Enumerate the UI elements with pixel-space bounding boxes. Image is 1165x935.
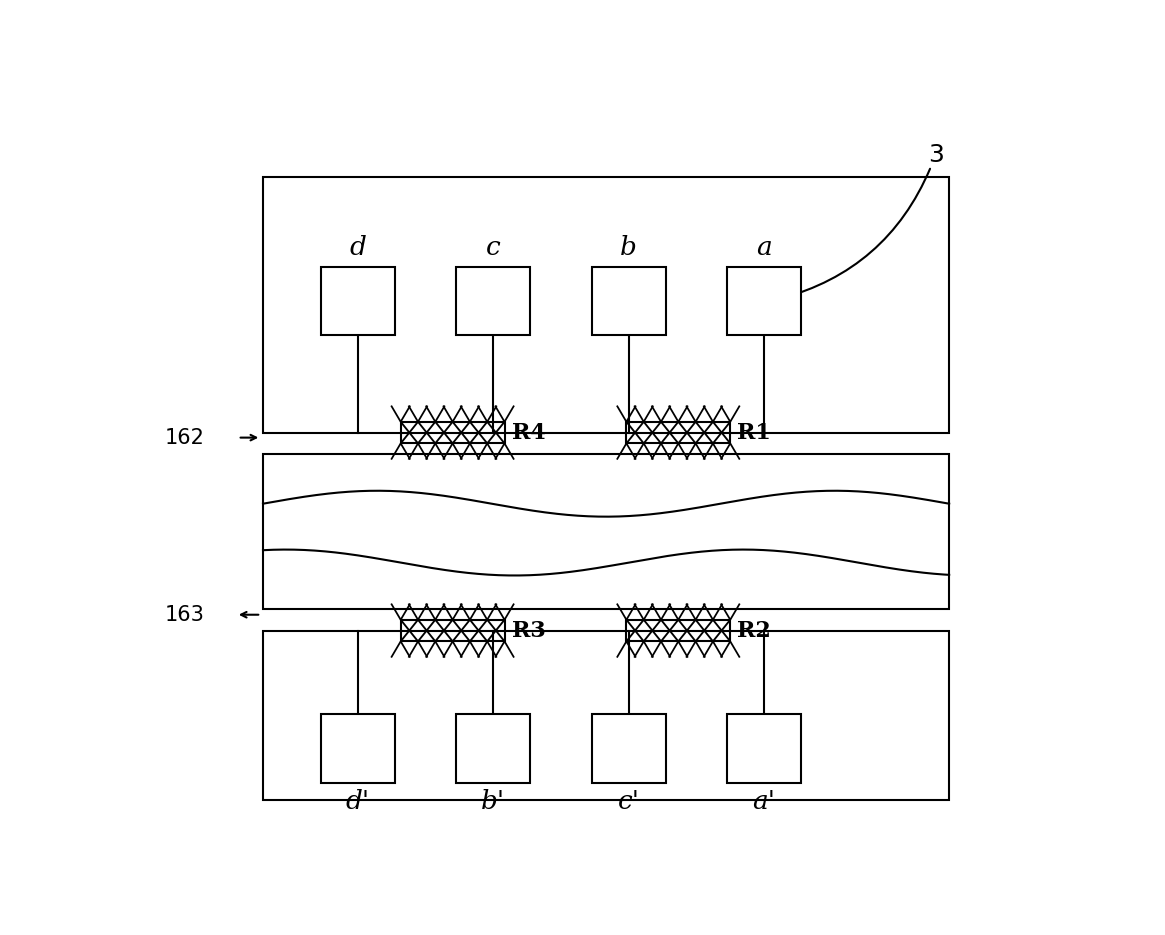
Text: a': a' [753,788,776,813]
Text: R1: R1 [737,422,771,443]
Text: a: a [756,235,772,260]
FancyBboxPatch shape [592,714,665,783]
FancyBboxPatch shape [457,714,530,783]
Text: 162: 162 [164,427,204,448]
FancyBboxPatch shape [727,714,802,783]
FancyBboxPatch shape [320,267,395,336]
Text: b: b [620,235,637,260]
Text: R2: R2 [737,620,771,641]
FancyBboxPatch shape [320,714,395,783]
FancyBboxPatch shape [263,454,949,609]
Text: R3: R3 [511,620,545,641]
Text: R4: R4 [511,422,545,443]
FancyBboxPatch shape [457,267,530,336]
Text: c': c' [617,788,640,813]
FancyBboxPatch shape [263,177,949,433]
Text: d': d' [346,788,369,813]
Text: 163: 163 [164,605,204,625]
Text: 3: 3 [927,143,944,167]
FancyBboxPatch shape [727,267,802,336]
Text: d: d [350,235,366,260]
FancyBboxPatch shape [263,630,949,799]
Text: c: c [486,235,501,260]
Text: b': b' [481,788,506,813]
FancyBboxPatch shape [592,267,665,336]
